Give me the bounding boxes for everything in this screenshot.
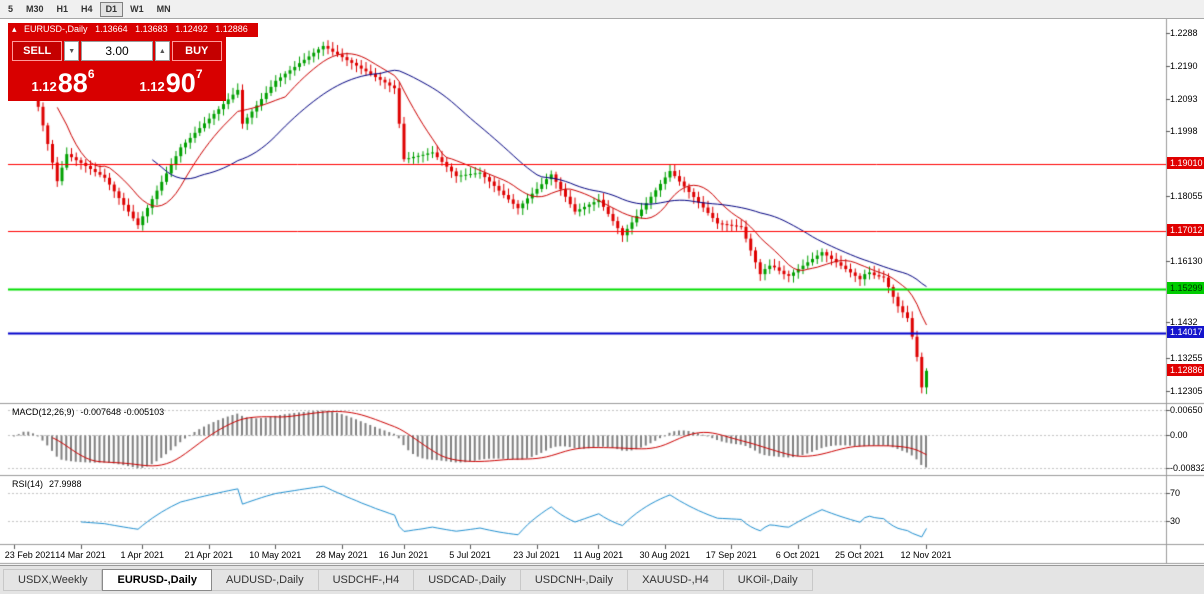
ohlc-close: 1.12886 — [215, 24, 248, 34]
chart-tab-usdchf-h4[interactable]: USDCHF-,H4 — [318, 569, 415, 591]
time-axis-label: 6 Oct 2021 — [775, 550, 820, 560]
symbol-ohlc-header: ▴ EURUSD-,Daily 1.13664 1.13683 1.12492 … — [8, 23, 258, 37]
time-axis-label: 17 Sep 2021 — [705, 550, 757, 560]
macd-axis-label: 0.00650 — [1170, 405, 1203, 415]
macd-axis-label: -0.00832 — [1170, 463, 1204, 473]
timeframe-button-5[interactable]: 5 — [2, 2, 19, 17]
time-axis-label: 23 Jul 2021 — [513, 550, 560, 560]
timeframe-button-mn[interactable]: MN — [151, 2, 177, 17]
price-axis-label: 1.12305 — [1170, 385, 1203, 396]
level-price-badge: 1.19010 — [1167, 156, 1204, 169]
buy-price-big-digits: 90 — [165, 68, 196, 98]
time-axis-label: 5 Jul 2021 — [449, 550, 491, 560]
sell-price-big-digits: 88 — [57, 68, 88, 98]
ohlc-low: 1.12492 — [175, 24, 208, 34]
level-price-badge: 1.15299 — [1167, 282, 1204, 295]
current-price-badge: 1.12886 — [1167, 363, 1204, 376]
chart-tab-usdx-weekly[interactable]: USDX,Weekly — [3, 569, 103, 591]
price-axis-label: 1.16130 — [1170, 256, 1203, 267]
panel-collapse-icon[interactable]: ▴ — [12, 24, 17, 34]
macd-name: MACD(12,26,9) — [12, 407, 75, 417]
rsi-value: 27.9988 — [49, 479, 82, 489]
time-axis-label: 25 Oct 2021 — [834, 550, 885, 560]
time-axis-label: 28 May 2021 — [315, 550, 368, 560]
timeframe-button-h1[interactable]: H1 — [51, 2, 75, 17]
sell-price-prefix: 1.12 — [31, 79, 57, 94]
macd-values: -0.007648 -0.005103 — [80, 407, 165, 417]
buy-price-pipette: 7 — [195, 67, 203, 81]
timeframe-button-w1[interactable]: W1 — [124, 2, 150, 17]
level-price-badge: 1.17012 — [1167, 224, 1204, 237]
rsi-axis-label: 70 — [1170, 488, 1181, 498]
macd-indicator-label: MACD(12,26,9) -0.007648 -0.005103 — [12, 407, 164, 417]
symbol-period-label: EURUSD-,Daily — [24, 24, 88, 34]
buy-price-prefix: 1.12 — [139, 79, 165, 94]
timeframe-button-h4[interactable]: H4 — [75, 2, 99, 17]
chart-tab-bar: USDX,Weekly EURUSD-,Daily AUDUSD-,Daily USD… — [0, 565, 1204, 594]
buy-button[interactable]: BUY — [171, 41, 222, 61]
chart-tab-eurusd-daily[interactable]: EURUSD-,Daily — [102, 569, 212, 591]
time-axis-label: 14 Mar 2021 — [55, 550, 106, 560]
ohlc-high: 1.13683 — [135, 24, 168, 34]
macd-axis-label: 0.00 — [1170, 430, 1188, 441]
volume-input[interactable] — [81, 41, 153, 61]
time-axis-label: 1 Apr 2021 — [120, 550, 165, 560]
ohlc-open: 1.13664 — [95, 24, 128, 34]
time-axis-label: 23 Feb 2021 — [4, 550, 56, 560]
buy-price-display[interactable]: 1.12 90 7 — [120, 66, 222, 98]
volume-decrease-icon[interactable]: ▼ — [64, 41, 79, 61]
time-axis-label: 16 Jun 2021 — [378, 550, 429, 560]
price-axis-label: 1.1998 — [1170, 126, 1198, 137]
price-axis-label: 1.2288 — [1170, 28, 1198, 39]
rsi-indicator-label: RSI(14) 27.9988 — [12, 479, 82, 489]
price-axis-label: 1.2190 — [1170, 61, 1198, 72]
time-axis-label: 30 Aug 2021 — [639, 550, 691, 560]
level-price-badge: 1.14017 — [1167, 325, 1204, 338]
time-axis-label: 21 Apr 2021 — [184, 550, 234, 560]
sell-price-pipette: 6 — [87, 67, 95, 81]
one-click-trade-panel: ▴ EURUSD-,Daily 1.13664 1.13683 1.12492 … — [8, 23, 258, 101]
timeframe-button-d1[interactable]: D1 — [99, 1, 124, 17]
rsi-name: RSI(14) — [12, 479, 44, 489]
chart-tab-usdcad-daily[interactable]: USDCAD-,Daily — [414, 569, 521, 591]
timeframe-toolbar: 5 M30 H1 H4 D1 W1 MN — [0, 0, 1204, 19]
price-axis-label: 1.18055 — [1170, 191, 1203, 202]
price-axis-label: 1.1432 — [1170, 317, 1198, 328]
chart-tab-audusd-daily[interactable]: AUDUSD-,Daily — [211, 569, 319, 591]
sell-price-display[interactable]: 1.12 88 6 — [12, 66, 114, 98]
chart-tab-usdcnh-daily[interactable]: USDCNH-,Daily — [520, 569, 629, 591]
rsi-axis-label: 30 — [1170, 516, 1181, 526]
price-axis-label: 1.2093 — [1170, 94, 1198, 105]
trade-panel-body: SELL ▼ ▲ BUY 1.12 88 6 1.12 90 7 — [8, 37, 226, 101]
chart-tab-ukoil-daily[interactable]: UKOil-,Daily — [723, 569, 813, 591]
time-axis-label: 11 Aug 2021 — [573, 550, 624, 560]
time-axis-label: 12 Nov 2021 — [900, 550, 952, 560]
volume-increase-icon[interactable]: ▲ — [155, 41, 170, 61]
chart-tab-xauusd-h4[interactable]: XAUUSD-,H4 — [628, 569, 724, 591]
time-axis-label: 10 May 2021 — [249, 550, 302, 560]
price-axis-label: 1.13255 — [1170, 353, 1203, 364]
sell-button[interactable]: SELL — [12, 41, 63, 61]
timeframe-button-m30[interactable]: M30 — [20, 2, 50, 17]
